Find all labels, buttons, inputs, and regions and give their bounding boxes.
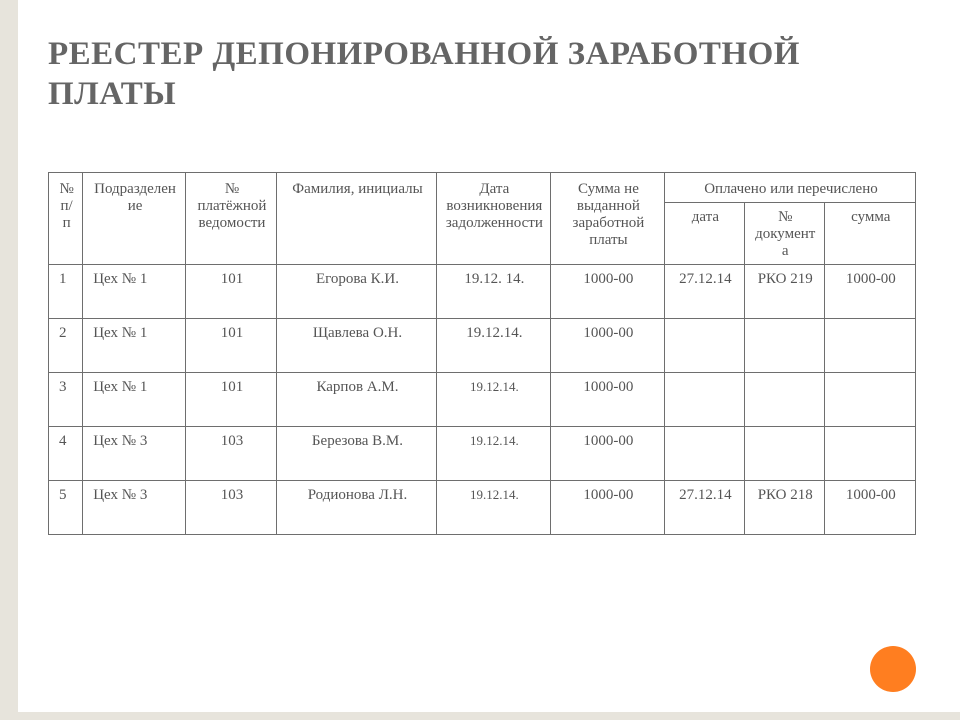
register-table: № п/п Подразделение № платёжной ведомост… [48,172,916,535]
table-row: 5Цех № 3103Родионова Л.Н.19.12.14.1000-0… [49,481,916,535]
cell-unpaid: 1000-00 [550,427,664,481]
cell-debt-date: 19.12.14. [436,319,550,373]
cell-num: 1 [49,265,83,319]
th-unpaid: Сумма не выданной заработной платы [550,173,664,265]
cell-paid-doc: РКО 219 [744,265,824,319]
slide: РЕЕСТЕР ДЕПОНИРОВАННОЙ ЗАРАБОТНОЙ ПЛАТЫ … [0,0,960,720]
cell-name: Родионова Л.Н. [277,481,437,535]
cell-unpaid: 1000-00 [550,373,664,427]
cell-dept: Цех № 1 [83,373,186,427]
th-payroll: № платёжной ведомости [185,173,276,265]
cell-name: Карпов А.М. [277,373,437,427]
th-paid-sum: сумма [824,203,915,265]
cell-name: Щавлева О.Н. [277,319,437,373]
cell-unpaid: 1000-00 [550,319,664,373]
cell-paid-doc [744,373,824,427]
cell-paid-date: 27.12.14 [664,265,744,319]
table-body: 1Цех № 1101Егорова К.И.19.12. 14.1000-00… [49,265,916,535]
cell-debt-date: 19.12. 14. [436,265,550,319]
cell-paid-sum: 1000-00 [824,481,915,535]
th-paid-date: дата [664,203,744,265]
register-table-wrap: № п/п Подразделение № платёжной ведомост… [48,172,916,535]
cell-name: Егорова К.И. [277,265,437,319]
cell-dept: Цех № 3 [83,481,186,535]
table-head: № п/п Подразделение № платёжной ведомост… [49,173,916,265]
cell-paid-sum [824,373,915,427]
cell-payroll: 103 [185,427,276,481]
cell-paid-sum [824,427,915,481]
decor-dot-icon [870,646,916,692]
table-row: 2Цех № 1101Щавлева О.Н.19.12.14.1000-00 [49,319,916,373]
cell-debt-date: 19.12.14. [436,481,550,535]
cell-payroll: 101 [185,265,276,319]
cell-payroll: 103 [185,481,276,535]
cell-paid-sum: 1000-00 [824,265,915,319]
cell-debt-date: 19.12.14. [436,373,550,427]
cell-paid-date [664,373,744,427]
decor-rail-left [0,0,18,720]
decor-rail-bottom [0,712,960,720]
cell-paid-date [664,427,744,481]
page-title: РЕЕСТЕР ДЕПОНИРОВАННОЙ ЗАРАБОТНОЙ ПЛАТЫ [48,34,912,115]
cell-dept: Цех № 1 [83,265,186,319]
cell-unpaid: 1000-00 [550,481,664,535]
cell-dept: Цех № 3 [83,427,186,481]
cell-payroll: 101 [185,373,276,427]
cell-num: 5 [49,481,83,535]
cell-payroll: 101 [185,319,276,373]
cell-num: 3 [49,373,83,427]
cell-paid-sum [824,319,915,373]
cell-num: 4 [49,427,83,481]
cell-paid-doc [744,319,824,373]
th-name: Фамилия, инициалы [277,173,437,265]
th-dept: Подразделение [83,173,186,265]
cell-name: Березова В.М. [277,427,437,481]
table-row: 4Цех № 3103Березова В.М.19.12.14.1000-00 [49,427,916,481]
cell-num: 2 [49,319,83,373]
cell-dept: Цех № 1 [83,319,186,373]
table-row: 1Цех № 1101Егорова К.И.19.12. 14.1000-00… [49,265,916,319]
cell-paid-date: 27.12.14 [664,481,744,535]
th-paid-doc: № документа [744,203,824,265]
cell-debt-date: 19.12.14. [436,427,550,481]
th-debt-date: Дата возникновения задолженности [436,173,550,265]
cell-unpaid: 1000-00 [550,265,664,319]
cell-paid-doc [744,427,824,481]
th-num: № п/п [49,173,83,265]
th-paid-group: Оплачено или перечислено [664,173,915,203]
cell-paid-doc: РКО 218 [744,481,824,535]
table-row: 3Цех № 1101Карпов А.М.19.12.14.1000-00 [49,373,916,427]
cell-paid-date [664,319,744,373]
